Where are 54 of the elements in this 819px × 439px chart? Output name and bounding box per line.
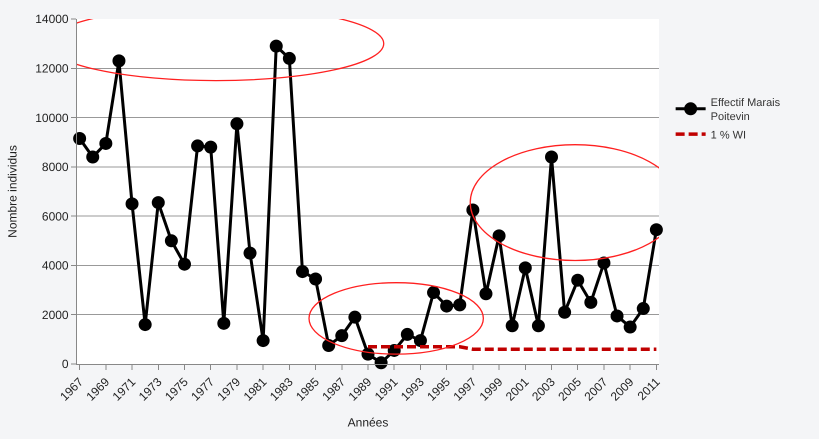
point [506,319,519,332]
point [270,40,283,53]
point [191,139,204,152]
point [492,229,506,242]
y-tick-label: 14000 [35,12,69,26]
y-axis-title: Nombre individus [6,145,20,238]
point [558,306,572,319]
point [256,334,270,348]
point [73,132,86,146]
point [479,287,492,300]
point [178,258,191,271]
y-tick-label: 8000 [42,160,69,174]
point [164,234,178,248]
point [152,196,165,210]
point [440,300,454,313]
point [584,296,598,309]
point [335,329,348,342]
x-axis-title: Années [348,416,388,430]
y-tick-label: 12000 [35,61,69,76]
point [414,334,427,348]
point [126,197,139,210]
point [204,140,218,154]
point [597,256,610,270]
point [427,286,440,300]
point [400,328,414,341]
point [296,265,309,278]
point [112,54,126,68]
point [571,274,584,287]
y-tick-label: 2000 [42,308,69,322]
point [309,272,322,286]
y-tick-label: 6000 [42,209,69,224]
point [610,309,624,322]
point [322,339,336,352]
point [138,318,152,332]
legend-label: Effectif Marais Poitevin [710,96,781,124]
point [217,316,230,330]
point [348,310,362,324]
point [99,136,112,150]
point [282,52,296,65]
point [230,117,244,130]
legend-label: 1 % WI [710,129,746,142]
point [86,150,100,164]
y-tick-label: 4000 [42,258,69,273]
point [453,298,466,312]
point [545,150,558,164]
point [624,320,637,334]
point [650,223,663,236]
point [636,302,650,316]
point [374,356,388,370]
point [518,261,532,274]
y-tick-label: 10000 [35,110,69,125]
y-tick-label: 0 [62,357,69,372]
point [244,246,257,260]
point [532,319,545,332]
